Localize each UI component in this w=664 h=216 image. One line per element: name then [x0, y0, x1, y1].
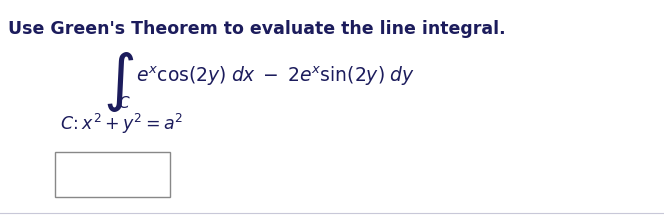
Text: $e^x \cos(2y)\;dx \;-\; 2e^x \sin(2y)\;dy$: $e^x \cos(2y)\;dx \;-\; 2e^x \sin(2y)\;d… — [136, 65, 415, 88]
Text: Use Green's Theorem to evaluate the line integral.: Use Green's Theorem to evaluate the line… — [8, 20, 505, 38]
Text: $C\!: x^2 + y^2 = a^2$: $C\!: x^2 + y^2 = a^2$ — [60, 112, 183, 136]
Bar — [55, 152, 170, 197]
Text: $\int$: $\int$ — [103, 50, 134, 114]
Text: $C$: $C$ — [118, 95, 131, 111]
